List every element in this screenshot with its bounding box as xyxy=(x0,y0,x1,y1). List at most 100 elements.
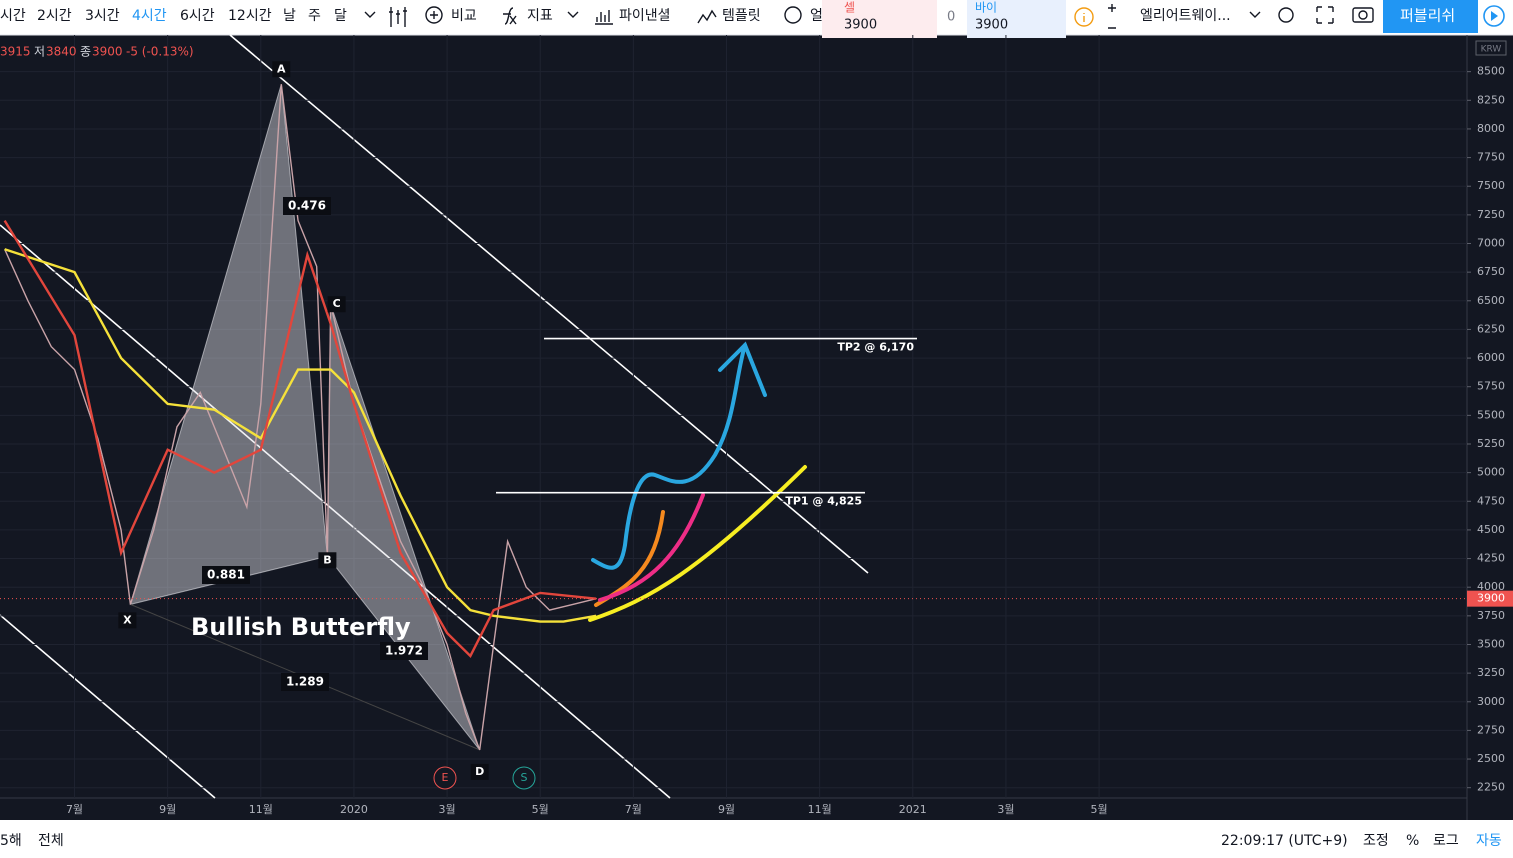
projection-drawings xyxy=(588,341,807,622)
sell-label: 셀 xyxy=(844,1,855,15)
interval-button[interactable]: 12시간 xyxy=(228,8,272,24)
x-tick-label: 5월 xyxy=(532,803,549,816)
x-tick-label: 11월 xyxy=(249,803,273,816)
sell-box[interactable] xyxy=(822,0,937,38)
publish-button[interactable] xyxy=(1383,0,1478,33)
y-tick-label: 7750 xyxy=(1477,151,1505,164)
footer-item[interactable]: 5해 xyxy=(0,833,22,849)
info-icon[interactable] xyxy=(1074,7,1094,27)
toolbar-button[interactable]: 파이낸셜 xyxy=(619,8,671,24)
interval-button[interactable]: 날 xyxy=(283,8,296,24)
pattern-point-box xyxy=(272,61,291,78)
footer-item[interactable]: 전체 xyxy=(38,833,64,849)
interval-button[interactable]: 주 xyxy=(308,8,321,24)
currency-box xyxy=(1475,40,1507,56)
compare-icon[interactable] xyxy=(425,6,443,24)
toolbar-button[interactable]: 얼 xyxy=(810,8,823,24)
quantity-steppers[interactable] xyxy=(1108,4,1116,29)
x-tick-label: 9월 xyxy=(718,803,735,816)
layout-name[interactable]: 엘리어트웨이... xyxy=(1140,8,1231,24)
alert-icon[interactable] xyxy=(784,6,802,24)
toolbar-button[interactable]: 지표 xyxy=(527,8,553,24)
y-tick-label: 8500 xyxy=(1477,65,1505,78)
spread: 0 xyxy=(947,10,955,25)
buy-box[interactable] xyxy=(967,0,1066,38)
y-tick-label: 5750 xyxy=(1477,380,1505,393)
y-tick-label: 2250 xyxy=(1477,781,1505,794)
target-label: TP2 @ 6,170 xyxy=(837,341,914,354)
fullscreen-icon[interactable] xyxy=(1316,6,1334,24)
y-tick-label: 8000 xyxy=(1477,122,1505,135)
ratio-label: 0.476 xyxy=(288,199,326,213)
ratio-box xyxy=(202,566,250,584)
toolbar-button[interactable]: 템플릿 xyxy=(722,8,761,24)
interval-button[interactable]: 6시간 xyxy=(180,8,215,24)
ohlc-low: 3840 xyxy=(46,45,77,59)
y-tick-label: 6500 xyxy=(1477,294,1505,307)
settings-icon[interactable] xyxy=(1278,7,1294,23)
ohlc-high: 3915 xyxy=(0,45,31,59)
y-tick-label: 3750 xyxy=(1477,609,1505,622)
template-icon[interactable] xyxy=(697,9,717,24)
y-tick-label: 5000 xyxy=(1477,466,1505,479)
interval-button[interactable]: 4시간 xyxy=(132,8,167,24)
target-label: TP1 @ 4,825 xyxy=(785,495,862,508)
x-tick-label: 7월 xyxy=(66,803,83,816)
financial-icon[interactable] xyxy=(595,10,613,25)
indicator-icon[interactable] xyxy=(503,7,517,25)
y-tick-label: 6750 xyxy=(1477,265,1505,278)
interval-button[interactable]: 2시간 xyxy=(37,8,72,24)
x-tick-label: 2021 xyxy=(899,803,927,816)
footer-item[interactable]: 조정 xyxy=(1363,833,1389,849)
event-marker[interactable] xyxy=(433,766,457,790)
y-tick-label: 7500 xyxy=(1477,179,1505,192)
event-label: E xyxy=(442,771,449,784)
screenshot-icon[interactable] xyxy=(1352,7,1374,23)
y-tick-label: 4500 xyxy=(1477,523,1505,536)
pattern-point-label: B xyxy=(323,553,331,566)
y-tick-label: 2500 xyxy=(1477,752,1505,765)
pattern-point-label: C xyxy=(333,297,341,310)
x-tick-label: 7월 xyxy=(625,803,642,816)
footer-bar xyxy=(0,820,1513,858)
y-tick-label: 4750 xyxy=(1477,494,1505,507)
price-line xyxy=(4,248,597,623)
trend-lines xyxy=(0,34,869,799)
x-tick-label: 5월 xyxy=(1091,803,1108,816)
event-marker[interactable] xyxy=(512,766,536,790)
ratio-box xyxy=(283,197,331,215)
interval-button[interactable]: 3시간 xyxy=(85,8,120,24)
replay-button[interactable] xyxy=(1483,5,1505,27)
pattern-point-box xyxy=(118,612,137,629)
interval-dropdown[interactable] xyxy=(364,11,376,18)
buy-label: 바이 xyxy=(975,1,997,15)
interval-button[interactable]: 시간 xyxy=(0,8,26,24)
toolbar-button[interactable]: 비교 xyxy=(451,8,477,24)
pattern-point-label: A xyxy=(277,62,286,75)
y-tick-label: 5250 xyxy=(1477,437,1505,450)
y-tick-label: 3000 xyxy=(1477,695,1505,708)
interval-button[interactable]: 달 xyxy=(334,8,347,24)
sell-price: 3900 xyxy=(844,18,877,33)
x-tick-label: 2020 xyxy=(340,803,368,816)
pattern-point-box xyxy=(470,763,489,780)
y-tick-label: 4250 xyxy=(1477,552,1505,565)
price-line xyxy=(4,84,597,751)
y-tick-label: 3500 xyxy=(1477,637,1505,650)
y-tick-label: 6000 xyxy=(1477,351,1505,364)
pattern-point-label: X xyxy=(123,613,132,626)
currency-label: KRW xyxy=(1481,45,1502,55)
x-tick-label: 3월 xyxy=(439,803,456,816)
ohlc-close-label: 종 xyxy=(80,45,91,59)
footer-item[interactable]: % xyxy=(1406,833,1419,849)
ratio-box xyxy=(380,642,428,660)
x-tick-label: 3월 xyxy=(997,803,1014,816)
chart-type-icon[interactable] xyxy=(389,7,407,27)
footer-item[interactable]: 자동 xyxy=(1476,833,1502,849)
footer-item: 22:09:17 (UTC+9) xyxy=(1221,833,1348,849)
publish-label: 퍼블리쉬 xyxy=(1400,7,1455,25)
pattern-point-label: D xyxy=(475,765,484,778)
footer-item[interactable]: 로그 xyxy=(1433,833,1459,849)
